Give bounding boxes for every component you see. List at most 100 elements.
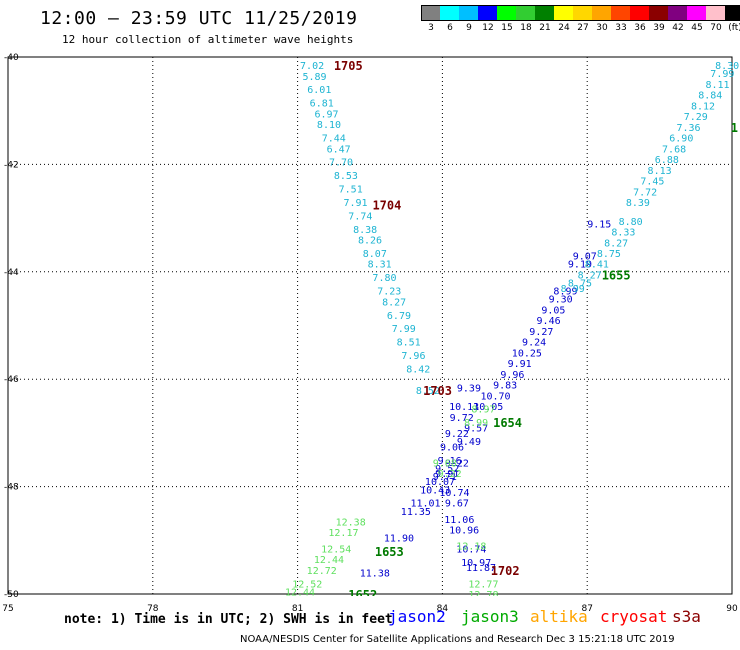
legend-s3a: s3a — [672, 607, 701, 626]
color-swatch — [440, 5, 459, 21]
wave-height-value-altika: 8.27 — [578, 270, 602, 281]
wave-height-value-altika: 7.70 — [329, 158, 353, 169]
wave-height-value-jason3: 8.97 — [471, 405, 495, 416]
wave-height-value-altika: 8.10 — [317, 120, 341, 131]
time-label: 1705 — [334, 59, 363, 73]
wave-height-value-altika: 8.41 — [585, 260, 609, 271]
wave-height-value-jason3: 12.72 — [307, 566, 337, 577]
wave-height-value-jason3: 12.54 — [321, 544, 351, 555]
wave-height-value-altika: 8.80 — [619, 217, 643, 228]
wave-height-value-jason2: 9.22 — [445, 429, 469, 440]
time-label: 1704 — [372, 199, 401, 213]
legend-jason2: jason2 — [388, 607, 446, 626]
wave-height-value-jason2: 9.96 — [500, 370, 524, 381]
color-scale-label: 30 — [596, 23, 608, 33]
footer-note: note: 1) Time is in UTC; 2) SWH is in fe… — [64, 612, 393, 627]
color-scale-label: 3 — [428, 23, 434, 33]
wave-height-value-altika: 7.96 — [401, 351, 425, 362]
color-swatch — [421, 5, 441, 21]
wave-height-value-altika: 8.31 — [368, 260, 392, 271]
wave-height-value-jason2: 10.25 — [512, 348, 542, 359]
wave-height-value-altika: 7.74 — [348, 211, 372, 222]
time-label: 1 — [731, 121, 738, 135]
wave-height-value-jason2: 9.27 — [529, 327, 553, 338]
wave-height-value-jason2: 11.87 — [466, 563, 496, 574]
wave-height-value-altika: 6.81 — [310, 99, 334, 110]
color-swatch — [649, 5, 668, 21]
time-label: 1655 — [602, 268, 631, 282]
wave-height-value-altika: 7.29 — [684, 112, 708, 123]
wave-height-value-jason3: 12.38 — [336, 518, 366, 529]
wave-height-value-altika: 7.72 — [633, 187, 657, 198]
color-scale-label: 15 — [501, 23, 513, 33]
wave-height-value-altika: 7.51 — [339, 185, 363, 196]
wave-height-value-altika: 7.91 — [343, 198, 367, 209]
wave-height-value-altika: 8.75 — [597, 249, 621, 260]
color-swatch — [554, 5, 573, 21]
wave-height-value-jason2: 10.96 — [449, 526, 479, 537]
wave-height-value-jason2: 9.05 — [541, 305, 565, 316]
wave-height-value-jason2: 10.74 — [456, 544, 486, 555]
wave-height-value-jason2: 10.97 — [461, 558, 491, 569]
wave-height-value-jason2: 10.13 — [449, 402, 479, 413]
chart-title: 12:00 — 23:59 UTC 11/25/2019 — [40, 8, 358, 29]
wave-height-value-jason2: 9.52 — [435, 464, 459, 475]
wave-height-value-jason3: 12.44 — [285, 587, 315, 598]
wave-height-value-jason3: 9.68 — [433, 458, 457, 469]
wave-height-value-altika: 8.11 — [705, 80, 729, 91]
color-swatch — [459, 5, 478, 21]
wave-height-value-jason2: 10.70 — [480, 391, 510, 402]
wave-height-value-jason3: 12.78 — [468, 590, 498, 601]
wave-height-value-jason3: 12.18 — [456, 542, 486, 553]
wave-height-value-altika: 8.26 — [358, 236, 382, 247]
wave-height-value-altika: 8.12 — [691, 101, 715, 112]
wave-height-value-jason2: 9.19 — [568, 260, 592, 271]
y-tick-label: -50 — [4, 590, 19, 600]
x-tick-label: 78 — [147, 604, 159, 614]
color-swatch — [630, 5, 649, 21]
wave-height-value-altika: 6.88 — [655, 155, 679, 166]
x-tick-label: 87 — [581, 604, 592, 614]
wave-height-value-jason2: 9.30 — [549, 295, 573, 306]
color-scale-label: 27 — [577, 23, 589, 33]
color-scale-label: 45 — [691, 23, 703, 33]
time-label: 1654 — [493, 416, 522, 430]
x-tick-label: 81 — [292, 604, 303, 614]
color-swatch — [478, 5, 497, 21]
wave-height-value-altika: 7.68 — [662, 144, 686, 155]
x-tick-label: 84 — [437, 604, 449, 614]
wave-height-value-jason2: 9.67 — [445, 499, 469, 510]
wave-height-value-jason3: 9.22 — [438, 469, 462, 480]
wave-height-value-altika: 8.99 — [561, 284, 585, 295]
legend-altika: altika — [530, 607, 588, 626]
wave-height-value-altika: 8.33 — [611, 228, 635, 239]
y-tick-label: -46 — [4, 375, 19, 385]
time-label: 1702 — [491, 564, 520, 578]
x-tick-label: 90 — [726, 604, 738, 614]
wave-height-value-altika: 7.80 — [372, 273, 396, 284]
wave-height-value-altika: 8.38 — [353, 225, 377, 236]
data-layer: 9.3910.139.729.229.069.169.529.7110.0710… — [285, 59, 739, 601]
color-scale-label: 39 — [653, 23, 665, 33]
wave-height-value-jason3: 12.77 — [468, 579, 498, 590]
credit-line: NOAA/NESDIS Center for Satellite Applica… — [240, 634, 675, 645]
color-scale-label: 9 — [466, 23, 472, 33]
color-swatch — [687, 5, 706, 21]
wave-height-value-jason2: 9.49 — [457, 437, 481, 448]
color-scale-label: 24 — [558, 23, 570, 33]
color-swatch — [535, 5, 554, 21]
wave-height-value-altika: 6.90 — [669, 134, 693, 145]
wave-height-value-jason2: 9.91 — [435, 469, 459, 480]
color-swatch — [516, 5, 535, 21]
wave-height-value-altika: 6.97 — [315, 109, 339, 120]
wave-height-value-jason2: 11.38 — [360, 569, 390, 580]
color-swatch — [611, 5, 630, 21]
color-swatch — [725, 5, 740, 21]
y-tick-label: -40 — [4, 53, 19, 63]
legend-cryosat: cryosat — [600, 607, 668, 626]
wave-height-value-altika: 8.27 — [604, 238, 628, 249]
color-swatch — [573, 5, 592, 21]
wave-height-value-jason2: 9.83 — [493, 381, 517, 392]
color-scale-label: 12 — [482, 23, 494, 33]
wave-height-value-altika: 7.23 — [377, 287, 401, 298]
